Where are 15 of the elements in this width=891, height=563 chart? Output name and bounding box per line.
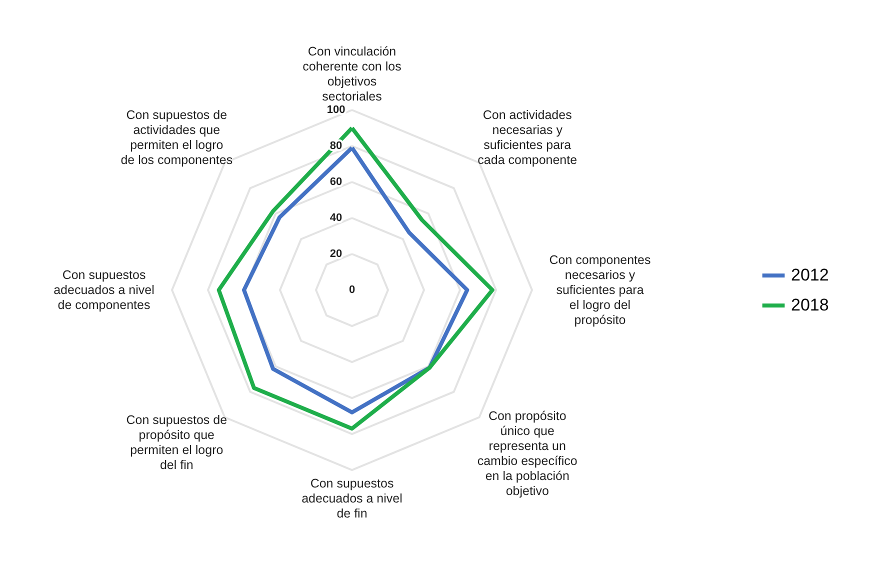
- y-tick-label: 60: [330, 176, 342, 188]
- spoke-label: Con actividades necesarias y suficientes para cada componente: [478, 108, 578, 167]
- y-tick-label: 100: [326, 104, 346, 116]
- spoke-label: Con propósito único que representa un cambio específico en la población objetivo: [477, 408, 578, 498]
- y-tick-label: 0: [348, 284, 356, 296]
- legend-label: 2012: [791, 266, 829, 284]
- spoke-label: Con supuestos adecuados a nivel de fin: [302, 476, 402, 520]
- spoke-label: Con vinculación coherente con los objetivos sectoriales: [302, 44, 402, 104]
- spoke-label: Con supuestos de actividades que permiten el logro de los componentes: [120, 108, 233, 167]
- y-tick-label: 40: [330, 212, 342, 224]
- spoke-label: Con supuestos de propósito que permiten el logro del fin: [126, 413, 228, 472]
- y-tick-label: 20: [330, 248, 342, 260]
- spoke-label: Con componentes necesarios y suficientes para el logro del propósito: [549, 253, 651, 327]
- spoke-label: Con supuestos adecuados a nivel de componentes: [54, 268, 154, 312]
- legend-label: 2018: [791, 296, 829, 314]
